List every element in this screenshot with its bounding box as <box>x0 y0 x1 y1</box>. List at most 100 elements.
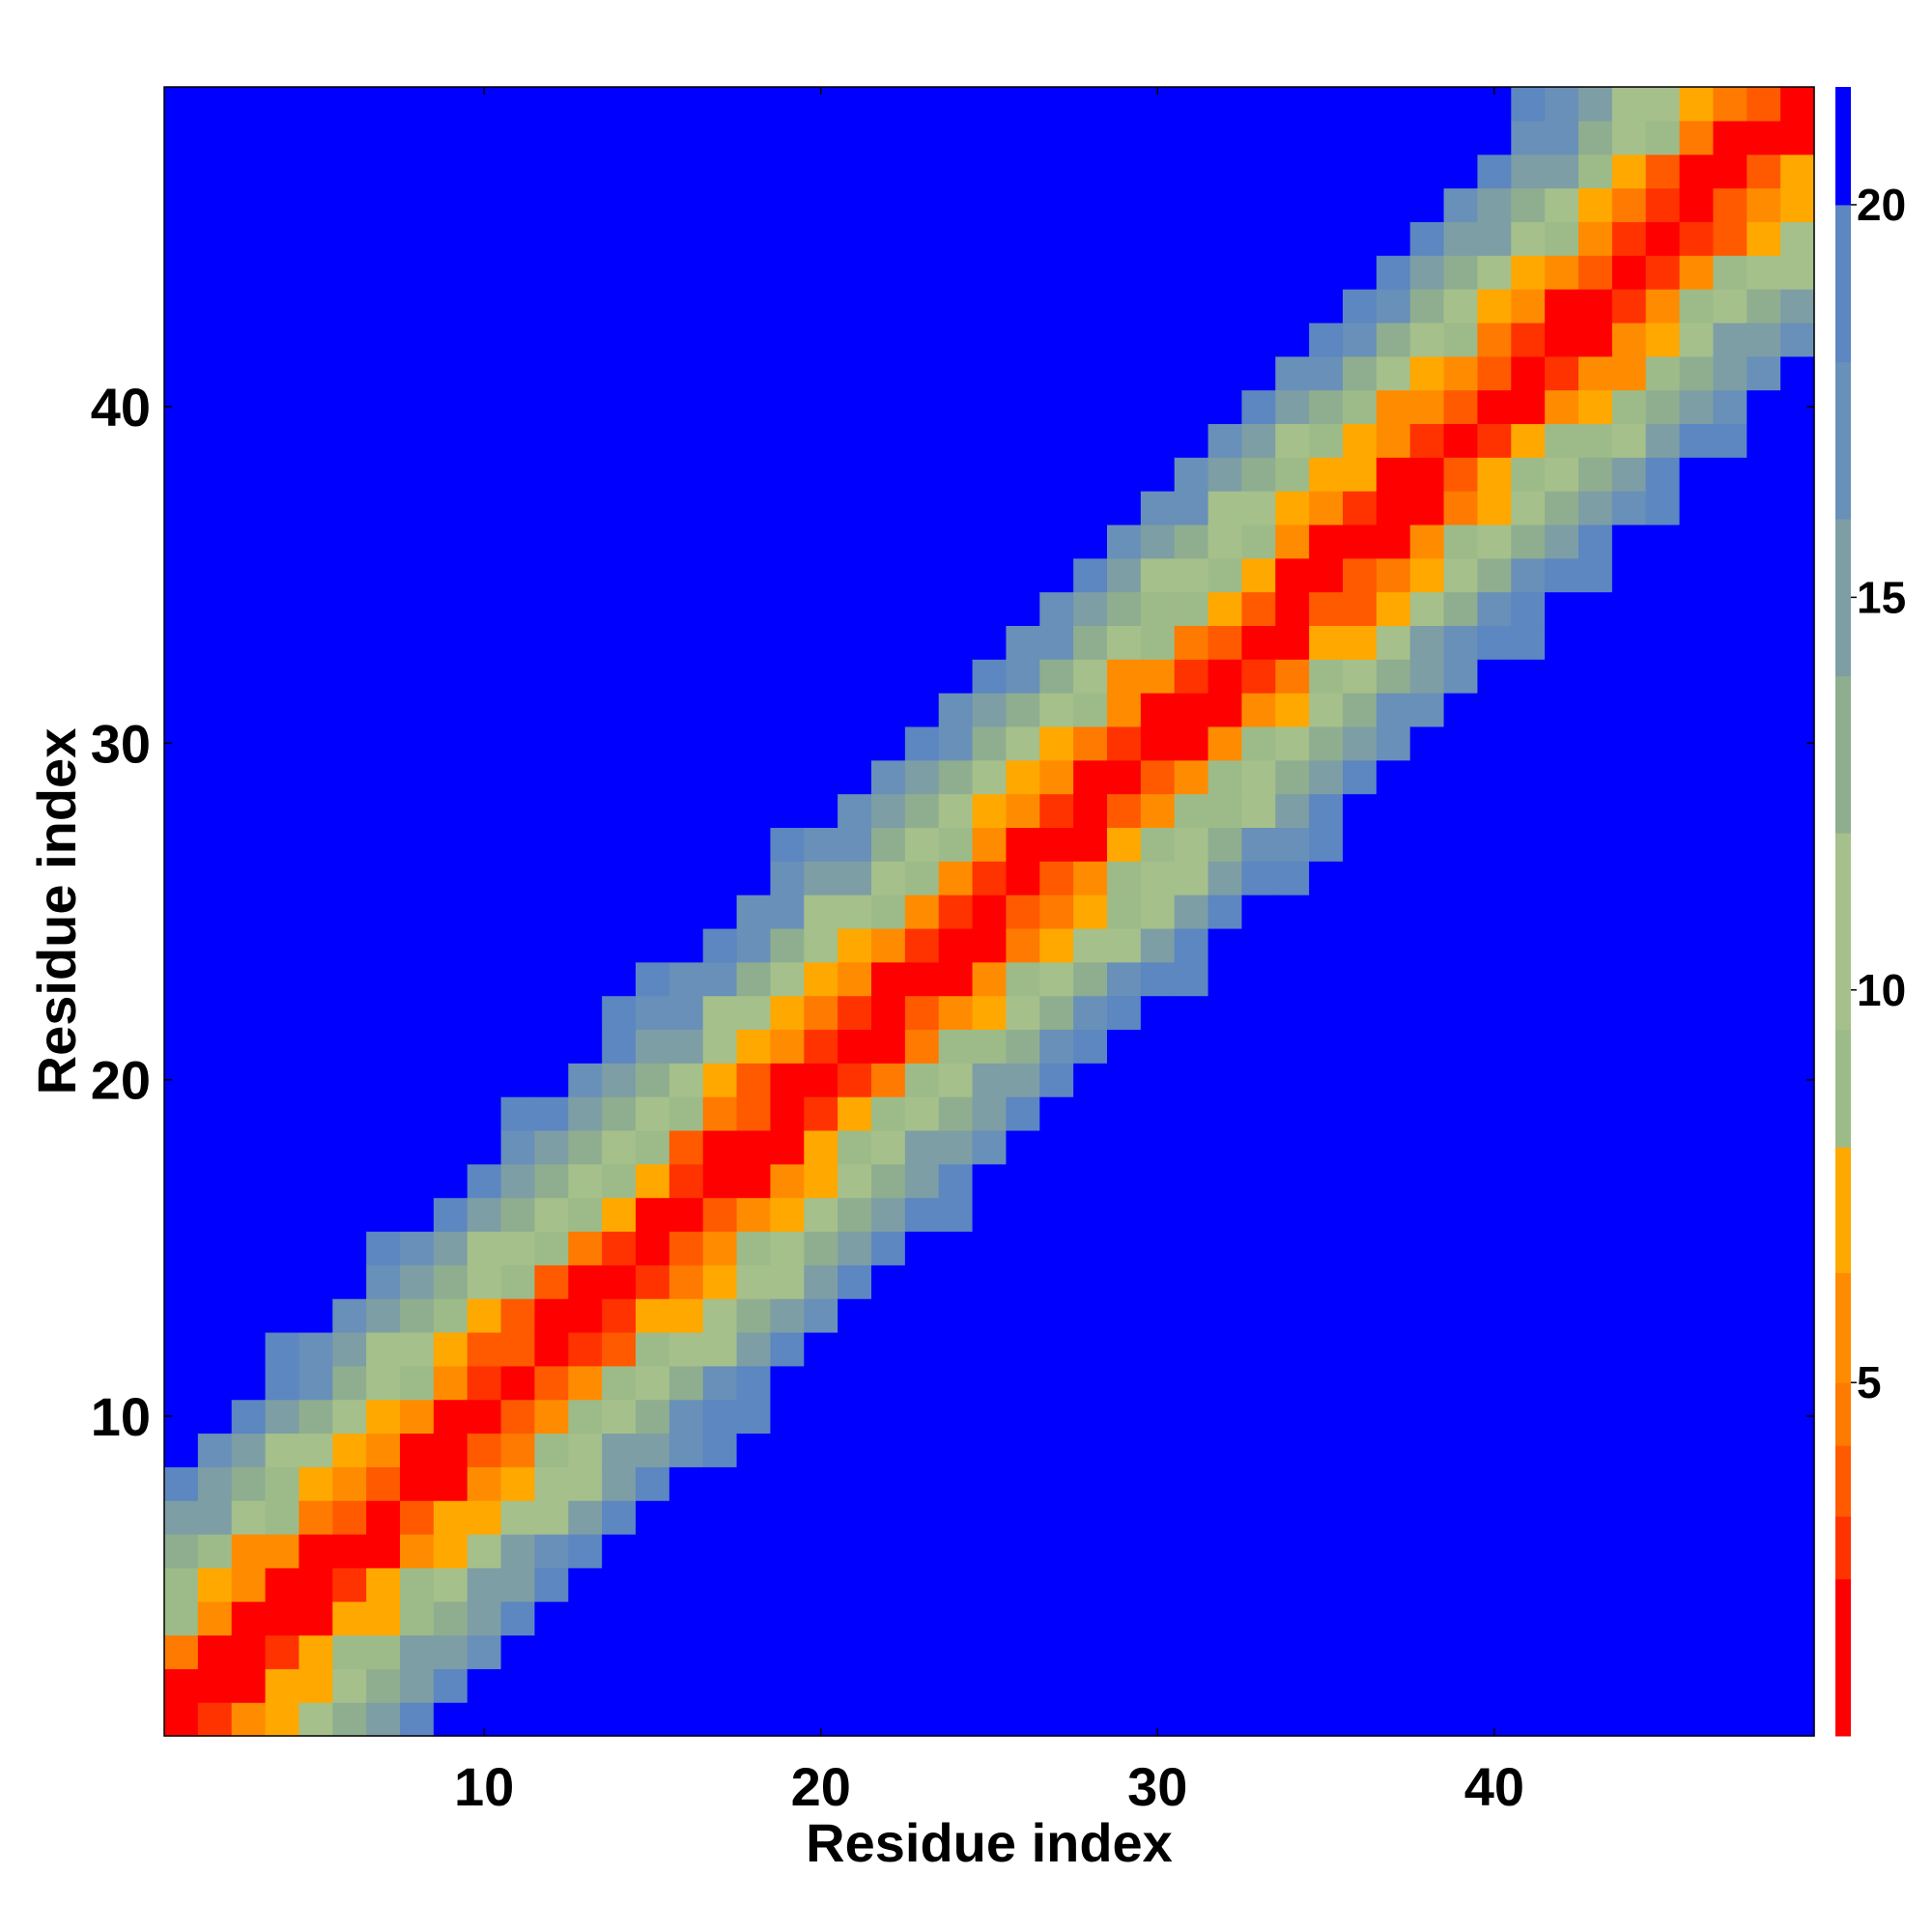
heatmap-cell <box>1006 725 1040 761</box>
heatmap-cell <box>265 221 300 256</box>
heatmap-cell <box>1241 289 1276 324</box>
heatmap-cell <box>568 289 603 324</box>
heatmap-cell <box>972 120 1008 156</box>
heatmap-cell <box>366 693 401 727</box>
heatmap-cell <box>164 927 199 963</box>
heatmap-cell <box>904 187 940 222</box>
heatmap-cell <box>1477 154 1512 189</box>
heatmap-cell <box>467 927 502 963</box>
heatmap-cell <box>871 154 906 189</box>
heatmap-cell <box>838 1096 872 1131</box>
heatmap-cell <box>366 322 401 357</box>
heatmap-cell <box>1611 927 1647 963</box>
heatmap-cell <box>871 793 906 829</box>
heatmap-cell <box>871 87 906 122</box>
heatmap-cell <box>804 625 838 660</box>
heatmap-cell <box>668 154 704 189</box>
heatmap-cell <box>668 1231 704 1265</box>
heatmap-cell <box>298 759 333 795</box>
heatmap-cell <box>602 1096 637 1131</box>
heatmap-cell <box>1275 389 1310 424</box>
heatmap-cell <box>668 1129 704 1165</box>
heatmap-cell <box>265 187 300 222</box>
heatmap-cell <box>871 1331 906 1367</box>
heatmap-cell <box>1780 322 1815 357</box>
heatmap-cell <box>433 289 469 324</box>
heatmap-cell <box>400 1634 435 1669</box>
heatmap-cell <box>197 861 233 895</box>
heatmap-cell <box>1107 524 1142 559</box>
heatmap-cell <box>1713 1601 1747 1636</box>
heatmap-cell <box>265 1567 300 1603</box>
heatmap-cell <box>1343 1433 1378 1467</box>
heatmap-cell <box>1039 355 1074 391</box>
heatmap-cell <box>366 1163 401 1199</box>
heatmap-cell <box>1208 927 1243 963</box>
heatmap-cell <box>568 87 603 122</box>
heatmap-cell <box>164 1466 199 1501</box>
heatmap-cell <box>1477 289 1512 324</box>
heatmap-cell <box>164 1601 199 1636</box>
x-tick-label: 30 <box>1127 1756 1187 1817</box>
heatmap-cell <box>804 423 838 458</box>
heatmap-cell <box>770 389 805 424</box>
heatmap-cell <box>1713 961 1747 997</box>
heatmap-cell <box>1443 1096 1479 1131</box>
heatmap-cell <box>702 255 738 290</box>
heatmap-cell <box>1174 1533 1209 1569</box>
heatmap-cell <box>668 1433 704 1467</box>
heatmap-cell <box>366 659 401 694</box>
heatmap-cell <box>1611 1466 1647 1501</box>
heatmap-cell <box>1208 1466 1243 1501</box>
heatmap-cell <box>1409 995 1445 1031</box>
heatmap-cell <box>668 725 704 761</box>
heatmap-cell <box>1545 1129 1579 1165</box>
heatmap-cell <box>265 1702 300 1737</box>
heatmap-cell <box>1578 120 1613 156</box>
heatmap-cell <box>1241 491 1276 526</box>
heatmap-cell <box>972 759 1008 795</box>
heatmap-cell <box>972 1399 1008 1435</box>
heatmap-cell <box>904 1702 940 1737</box>
heatmap-cell <box>1780 1567 1815 1603</box>
heatmap-cell <box>231 995 267 1031</box>
heatmap-cell <box>1208 1668 1243 1703</box>
heatmap-cell <box>736 1096 772 1131</box>
heatmap-cell <box>332 1601 367 1636</box>
heatmap-cell <box>1511 1399 1546 1435</box>
heatmap-cell <box>1747 693 1781 727</box>
heatmap-cell <box>702 1163 738 1199</box>
heatmap-cell <box>636 827 670 862</box>
heatmap-cell <box>938 1231 974 1265</box>
heatmap-cell <box>1679 154 1715 189</box>
heatmap-cell <box>164 961 199 997</box>
heatmap-cell <box>467 355 502 391</box>
heatmap-cell <box>702 961 738 997</box>
heatmap-cell <box>433 221 469 256</box>
heatmap-cell <box>1174 289 1209 324</box>
heatmap-cell <box>400 759 435 795</box>
heatmap-cell <box>231 927 267 963</box>
heatmap-cell <box>231 457 267 492</box>
heatmap-cell <box>770 961 805 997</box>
heatmap-cell <box>1073 591 1108 626</box>
heatmap-cell <box>1309 389 1344 424</box>
heatmap-cell <box>1241 591 1276 626</box>
heatmap-cell <box>366 187 401 222</box>
heatmap-cell <box>534 725 569 761</box>
heatmap-cell <box>636 1433 670 1467</box>
heatmap-cell <box>197 1231 233 1265</box>
heatmap-cell <box>602 1433 637 1467</box>
heatmap-cell <box>636 961 670 997</box>
heatmap-cell <box>1611 154 1647 189</box>
heatmap-cell <box>1174 1096 1209 1131</box>
heatmap-cell <box>1275 87 1310 122</box>
heatmap-cell <box>1039 1197 1074 1233</box>
heatmap-cell <box>1006 491 1040 526</box>
heatmap-cell <box>1443 187 1479 222</box>
heatmap-cell <box>1578 1466 1613 1501</box>
heatmap-cell <box>1780 1668 1815 1703</box>
heatmap-cell <box>1241 87 1276 122</box>
heatmap-cell <box>602 322 637 357</box>
y-tick-label: 10 <box>91 1386 151 1447</box>
